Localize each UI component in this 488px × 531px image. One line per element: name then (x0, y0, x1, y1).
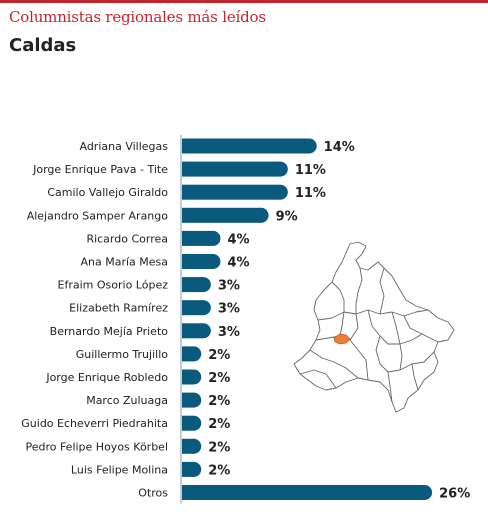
colombia-map-icon (293, 241, 455, 413)
category-label: Camilo Vallejo Giraldo (47, 186, 168, 199)
bar-cap (186, 438, 202, 454)
category-label: Otros (138, 487, 168, 500)
map-departments (293, 241, 455, 413)
bar (182, 161, 281, 177)
value-label: 3% (218, 279, 240, 294)
value-label: 14% (324, 140, 355, 155)
bar-cap (301, 138, 317, 154)
caldas-highlight (333, 333, 351, 345)
value-label: 2% (208, 348, 230, 363)
bar-cap (205, 254, 221, 269)
category-label: Ana María Mesa (80, 256, 168, 269)
category-labels: Adriana Villegas Jorge Enrique Pava - Tit… (21, 140, 168, 500)
bar-cap (195, 300, 211, 316)
bar-cap (186, 392, 202, 408)
value-labels: 14% 11% 11% 9% 4% 4% 3% 3% 3% 2% 2% 2% 2% 2% 2% 26% (208, 140, 470, 502)
value-label: 2% (208, 463, 230, 478)
category-label: Elizabeth Ramírez (69, 302, 168, 315)
value-label: 3% (218, 325, 240, 340)
category-label: Jorge Enrique Pava - Tite (32, 163, 168, 176)
bar (182, 230, 213, 246)
value-label: 4% (227, 232, 249, 247)
bar-cap (205, 230, 221, 246)
value-label: 2% (208, 394, 230, 409)
bar-cap (195, 277, 211, 293)
bar-cap (195, 323, 211, 339)
chart-title: Caldas (9, 35, 77, 56)
value-label: 2% (208, 440, 230, 455)
bar (182, 207, 262, 223)
category-label: Adriana Villegas (79, 140, 168, 153)
bar (182, 254, 213, 269)
header-accent-line (0, 0, 488, 3)
category-label: Marco Zuluaga (86, 394, 168, 407)
value-label: 2% (208, 417, 230, 432)
bar-cap (186, 369, 202, 385)
header-kicker: Columnistas regionales más leídos (9, 8, 266, 26)
value-label: 26% (439, 487, 470, 502)
bar (182, 485, 425, 500)
category-label: Ricardo Correa (86, 232, 168, 245)
bar (182, 184, 281, 200)
category-label: Alejandro Samper Arango (27, 209, 169, 222)
category-label: Pedro Felipe Hoyos Körbel (25, 440, 168, 453)
category-label: Guido Echeverri Piedrahita (21, 417, 168, 430)
category-label: Jorge Enrique Robledo (45, 371, 168, 384)
category-label: Bernardo Mejía Prieto (50, 325, 169, 338)
bar-cap (186, 415, 202, 431)
bar (182, 138, 310, 154)
value-label: 4% (227, 256, 249, 271)
category-label: Luis Felipe Molina (71, 463, 168, 476)
category-label: Guillermo Trujillo (76, 348, 169, 361)
value-label: 11% (295, 163, 326, 178)
category-label: Efraim Osorio López (58, 279, 169, 292)
bar-cap (272, 161, 288, 177)
bar-cap (186, 461, 202, 477)
value-label: 11% (295, 186, 326, 201)
value-label: 3% (218, 302, 240, 317)
bar-cap (186, 346, 202, 362)
bar-cap (417, 485, 433, 500)
bar-cap (272, 184, 288, 200)
bars (182, 138, 433, 500)
value-label: 2% (208, 371, 230, 386)
value-label: 9% (276, 209, 298, 224)
bar-cap (253, 207, 269, 223)
